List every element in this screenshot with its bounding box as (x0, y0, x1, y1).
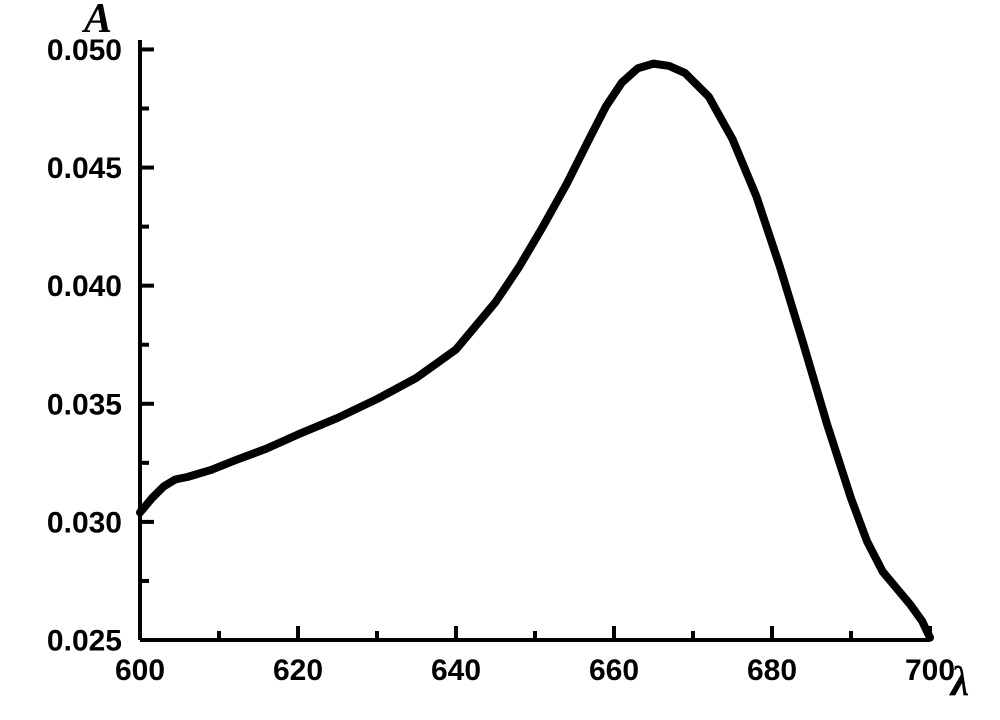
x-tick-label: 600 (115, 654, 165, 687)
x-tick-label: 680 (747, 654, 797, 687)
spectrum-series (140, 64, 930, 638)
y-tick-label: 0.040 (47, 270, 122, 303)
x-axis-title: λ (949, 659, 970, 705)
y-tick-label: 0.045 (47, 152, 122, 185)
spectrum-chart: 600 620 640 660 680 700 0.025 0.030 0.035 0.040 0.… (0, 0, 1000, 720)
y-tick-label: 0.030 (47, 506, 122, 539)
x-tick-label: 640 (431, 654, 481, 687)
y-tick-label: 0.035 (47, 388, 122, 421)
y-axis-title: A (81, 0, 112, 42)
x-tick-label: 620 (273, 654, 323, 687)
y-tick-label: 0.025 (47, 625, 122, 658)
x-tick-label: 660 (589, 654, 639, 687)
x-tick-label: 700 (905, 654, 955, 687)
chart-container: 600 620 640 660 680 700 0.025 0.030 0.035 0.040 0.… (0, 0, 1000, 720)
